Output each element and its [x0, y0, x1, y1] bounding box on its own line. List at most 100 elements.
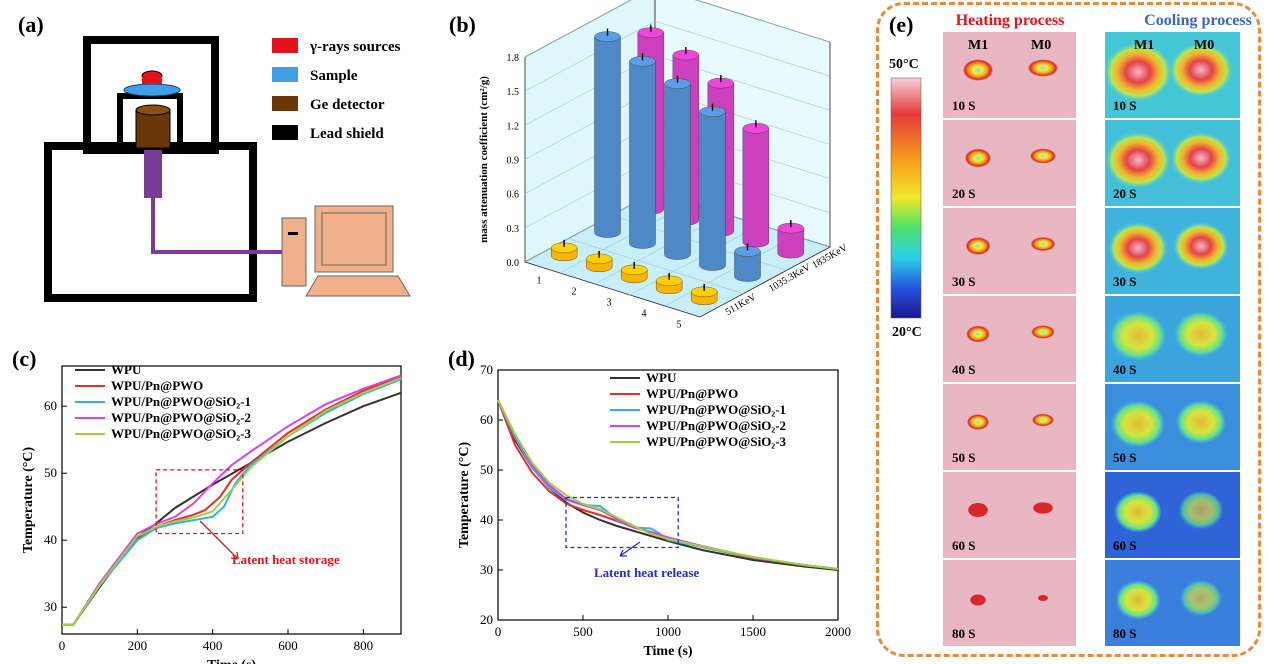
time-label: 30 S: [952, 274, 975, 289]
coolspot-m1: [1114, 491, 1162, 533]
bar: [550, 239, 578, 262]
annotation-text: Latent heat storage: [232, 552, 340, 567]
coolspot-m0: [1174, 311, 1228, 357]
highlight-box: [565, 496, 679, 549]
heating-tile: [943, 384, 1076, 470]
cooling-title: Cooling process: [1144, 12, 1252, 29]
bar-body: [664, 83, 691, 260]
bar: [629, 53, 656, 249]
coolspot-m1: [1108, 222, 1168, 274]
scale-max-label: 50°C: [889, 57, 919, 72]
legend-label: WPU: [646, 370, 677, 385]
annotation-arrow: [199, 520, 239, 560]
hotspot-m0: [1033, 502, 1053, 514]
thermal-panel-frame: [876, 2, 1261, 657]
time-label: 20 S: [952, 186, 975, 201]
panel-label-a: (a): [18, 12, 44, 37]
y-tick-label: 40: [480, 512, 493, 527]
thermal-images: 50°C 20°C Heating process Cooling process 10…: [889, 12, 1252, 646]
bar: [664, 75, 691, 260]
heating-tile: [943, 560, 1076, 646]
tower-slot: [288, 232, 298, 235]
cooling-frame: 60 S: [1105, 472, 1240, 558]
legend-label: WPU/Pn@PWO@SiO₂-1: [111, 394, 251, 409]
bar: [594, 28, 621, 238]
signal-cable: [151, 198, 282, 254]
coolspot-m0: [1180, 580, 1222, 616]
coolspot-m0: [1173, 222, 1229, 270]
coolspot-m1: [1109, 311, 1167, 361]
hotspot-m1: [970, 594, 986, 606]
y-tick-label: 40: [44, 532, 57, 547]
y-tick-label: 0.3: [507, 224, 520, 235]
heating-tile: [943, 472, 1076, 558]
gamma-setup-schematic: γ-rays sources Sample Ge detector Lead shie…: [44, 36, 411, 302]
panel-label-c: (c): [12, 346, 37, 371]
bar: [690, 283, 718, 306]
computer-tower: [281, 217, 307, 287]
cooling-curve-chart: 0 500 1000 1500 2000 20 30 40 50 60 70 Time (s) Temp…: [457, 362, 851, 659]
panel-label-e: (e): [889, 12, 914, 37]
detector-stem: [144, 150, 162, 198]
bar-body: [629, 61, 656, 249]
legend-label: WPU/Pn@PWO@SiO₂-3: [646, 434, 787, 449]
bar-body: [699, 111, 726, 271]
legend-label: WPU: [111, 362, 142, 377]
heating-title: Heating process: [956, 12, 1065, 29]
hotspot-m0: [1030, 236, 1056, 252]
monitor-screen: [321, 212, 387, 266]
ge-detector-top: [135, 104, 171, 116]
time-label: 80 S: [1113, 626, 1136, 641]
y-tick-label: 70: [480, 362, 493, 377]
floor-gridline: [664, 235, 796, 307]
hotspot-m1: [964, 148, 992, 168]
y-tick-label: 60: [480, 412, 493, 427]
series-line: [497, 399, 839, 570]
heating-tile: [943, 120, 1076, 206]
hotspot-m1: [968, 503, 988, 517]
heating-frame: 20 S: [943, 120, 1076, 206]
schematic-legend: γ-rays sources Sample Ge detector Lead shie…: [272, 38, 401, 142]
time-label: 10 S: [952, 98, 975, 113]
ge-detector: [135, 109, 171, 149]
legend-label: WPU/Pn@PWO: [646, 386, 738, 401]
heating-frame: 30 S: [943, 208, 1076, 294]
x-tick-label: 1: [537, 276, 542, 287]
x-tick-label: 400: [203, 638, 223, 653]
legend-label: WPU/Pn@PWO: [111, 378, 203, 393]
attenuation-3d-bar-chart: 0.0 0.3 0.6 0.9 1.2 1.5 1.8 mass attenuation co…: [478, 0, 850, 330]
legend-label: WPU/Pn@PWO@SiO₂-2: [111, 410, 251, 425]
x-tick-label: 3: [607, 298, 612, 309]
cooling-frame: 10 S: [1103, 32, 1240, 118]
legend-swatch: [272, 38, 298, 53]
x-tick-label: 200: [128, 638, 148, 653]
cooling-frame: 80 S: [1105, 560, 1240, 646]
x-tick-label: 0: [59, 638, 66, 653]
time-label: 30 S: [1113, 274, 1136, 289]
series-line: [62, 374, 402, 626]
legend-label: WPU/Pn@PWO@SiO₂-3: [111, 426, 252, 441]
time-label: 40 S: [1113, 362, 1136, 377]
cooling-frame: 30 S: [1105, 208, 1240, 294]
bar: [655, 272, 683, 295]
y-tick-label: 30: [44, 599, 57, 614]
x-axis-label: Time (s): [207, 658, 256, 664]
hotspot-m0: [1031, 325, 1055, 339]
x-tick-label: 600: [278, 638, 298, 653]
x-axis-label: Time (s): [643, 644, 692, 659]
y-tick-label: 0.9: [507, 156, 520, 167]
computer-monitor: [314, 205, 394, 273]
bar: [699, 103, 726, 271]
highlight-box: [155, 469, 244, 535]
heating-frame: 40 S: [943, 296, 1076, 382]
hotspot-m1: [962, 59, 994, 81]
coolspot-m0: [1175, 400, 1227, 444]
heating-frame: 10 S: [943, 32, 1076, 118]
x-tick-label: 800: [354, 638, 374, 653]
cooling-frame: 20 S: [1105, 120, 1240, 206]
bar: [777, 220, 805, 259]
sample-label: M1: [968, 38, 988, 53]
legend-swatch: [272, 67, 298, 82]
time-label: 40 S: [952, 362, 975, 377]
cooling-frame: 50 S: [1105, 384, 1240, 470]
